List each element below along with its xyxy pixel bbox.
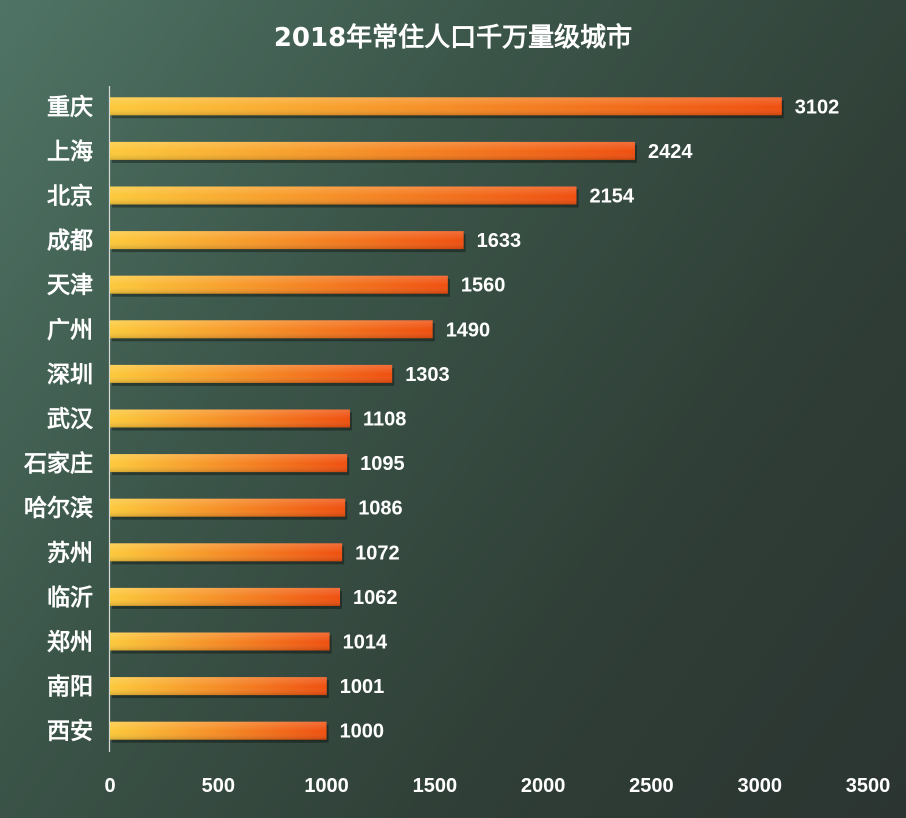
category-label: 成都 (47, 228, 93, 254)
bar-highlight (110, 587, 340, 606)
category-label: 苏州 (47, 540, 93, 566)
value-label: 2424 (648, 141, 693, 163)
bar-highlight (110, 632, 330, 651)
category-label: 天津 (47, 272, 93, 299)
value-label: 1062 (353, 587, 398, 609)
value-label: 1633 (477, 230, 522, 252)
value-label: 1072 (355, 542, 400, 564)
value-label: 1490 (446, 319, 491, 341)
x-tick-label: 2000 (521, 775, 566, 797)
bar-highlight (110, 364, 393, 383)
bar-highlight (110, 275, 448, 294)
x-tick-label: 3000 (737, 775, 782, 797)
x-tick-label: 500 (202, 775, 235, 797)
bar-highlight (110, 454, 348, 473)
category-label: 哈尔滨 (24, 495, 93, 522)
bar-highlight (110, 141, 635, 160)
category-label: 北京 (47, 183, 93, 210)
bar-highlight (110, 677, 327, 696)
x-tick-label: 3500 (846, 775, 891, 797)
bar-highlight (110, 231, 464, 250)
bar-highlight (110, 409, 350, 428)
value-label: 3102 (795, 96, 840, 118)
chart-title: 2018年常住人口千万量级城市 (274, 22, 632, 53)
category-label: 上海 (47, 138, 93, 165)
value-label: 1086 (358, 498, 403, 520)
category-label: 武汉 (47, 407, 94, 433)
value-label: 1000 (340, 721, 385, 743)
bar-highlight (110, 97, 782, 116)
bar-highlight (110, 186, 577, 205)
x-tick-label: 2500 (629, 775, 674, 797)
value-label: 1108 (363, 409, 406, 431)
category-label: 郑州 (47, 630, 93, 656)
category-label: 石家庄 (23, 450, 93, 477)
value-label: 2154 (589, 186, 634, 208)
x-axis-ticks: 0 500 1000 1500 2000 2500 3000 3500 (104, 775, 890, 797)
category-label: 重庆 (47, 93, 93, 120)
value-label: 1014 (343, 632, 388, 654)
bar-group: 重庆 3102 上海 2424 北京 2154 成都 1633 天津 1560 广州 1490 深圳 13… (23, 93, 839, 744)
bar-highlight (110, 721, 327, 740)
category-label: 广州 (47, 316, 93, 343)
value-label: 1001 (340, 676, 385, 698)
x-tick-label: 0 (104, 775, 115, 797)
category-label: 临沂 (47, 584, 93, 611)
x-tick-label: 1500 (413, 775, 458, 797)
value-label: 1095 (360, 453, 405, 475)
category-label: 深圳 (47, 362, 93, 388)
x-tick-label: 1000 (304, 775, 349, 797)
category-label: 南阳 (47, 674, 93, 700)
bar-highlight (110, 320, 433, 339)
bar-highlight (110, 498, 346, 517)
bar-highlight (110, 543, 343, 562)
category-label: 西安 (47, 718, 93, 745)
value-label: 1303 (405, 364, 450, 386)
value-label: 1560 (461, 275, 506, 297)
